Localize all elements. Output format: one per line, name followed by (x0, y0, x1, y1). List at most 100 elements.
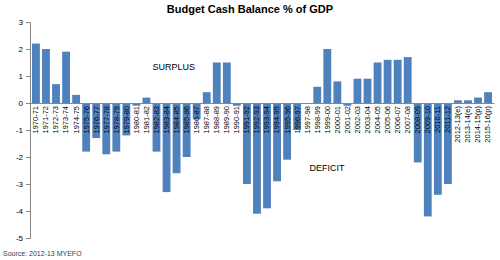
x-tick-label: 2014-15(p) (473, 106, 482, 143)
y-tick-label: -3 (16, 180, 24, 189)
y-tick-mark (26, 76, 30, 77)
x-tick: 2004-05 (373, 106, 382, 134)
x-tick: 2008-09 (413, 106, 422, 134)
x-tick-label: 1982-83 (152, 106, 161, 134)
bar (374, 63, 382, 104)
x-tick-label: 2006-07 (393, 106, 402, 134)
x-tick-label: 1995-96 (283, 106, 292, 134)
bar (273, 103, 281, 181)
x-tick-label: 1984-85 (172, 106, 181, 134)
bar (414, 103, 422, 162)
y-tick: -5 (16, 234, 30, 243)
bar (32, 44, 40, 103)
bars (32, 44, 492, 217)
x-tick-label: 2000-01 (333, 106, 342, 134)
x-axis-line (31, 103, 495, 104)
x-tick: 2013-14(e) (463, 106, 472, 143)
bar (243, 103, 251, 184)
x-tick: 1986-87 (192, 106, 201, 134)
bar (283, 103, 291, 160)
chart-title: Budget Cash Balance % of GDP (167, 3, 333, 15)
bar (102, 103, 110, 154)
x-tick-label: 1990-91 (232, 106, 241, 134)
bar (474, 98, 482, 103)
bar (384, 60, 392, 103)
x-tick-label: 1996-97 (293, 106, 302, 134)
x-tick: 1980-81 (132, 106, 141, 134)
x-tick-label: 1981-82 (142, 106, 151, 134)
x-tick-label: 1986-87 (192, 106, 201, 134)
y-tick: -1 (16, 126, 30, 135)
x-tick-label: 1974-75 (72, 106, 81, 134)
x-tick: 1995-96 (283, 106, 292, 134)
x-tick-label: 1977-78 (102, 106, 111, 134)
x-tick-label: 1998-99 (313, 106, 322, 134)
x-tick: 2000-01 (333, 106, 342, 134)
y-tick-label: -4 (16, 207, 24, 216)
x-tick: 1981-82 (142, 106, 151, 134)
bar (313, 87, 321, 103)
bar (82, 103, 90, 152)
chart-svg: Budget Cash Balance % of GDP-5-4-3-2-101… (0, 0, 500, 260)
y-tick: 3 (19, 18, 30, 27)
x-tick-label: 1988-89 (212, 106, 221, 134)
bar (434, 103, 442, 195)
x-tick-label: 2008-09 (413, 106, 422, 134)
x-tick-label: 1987-88 (202, 106, 211, 134)
bar (173, 103, 181, 173)
x-tick: 1989-90 (222, 106, 231, 134)
x-tick-label: 1976-77 (92, 106, 101, 134)
x-tick: 2010-11 (433, 106, 442, 133)
bar (223, 63, 231, 104)
y-tick-label: -1 (16, 126, 24, 135)
bar (42, 49, 50, 103)
x-tick-label: 1992-93 (252, 106, 261, 134)
y-tick-mark (26, 157, 30, 158)
bar (153, 103, 161, 152)
x-tick-label: 2001-02 (343, 106, 352, 134)
x-tick-label: 1970-71 (31, 106, 40, 134)
bar (112, 103, 120, 152)
x-tick: 1996-97 (293, 106, 302, 134)
bar (72, 95, 80, 103)
x-tick: 1988-89 (212, 106, 221, 134)
x-tick: 1998-99 (313, 106, 322, 134)
x-tick: 1982-83 (152, 106, 161, 134)
x-tick-label: 2005-06 (383, 106, 392, 134)
y-tick-label: 2 (19, 45, 24, 54)
bar (143, 98, 151, 103)
x-tick-label: 2007-08 (403, 106, 412, 134)
bar (394, 60, 402, 103)
x-axis: 1970-711971-721972-731973-741974-751975-… (31, 104, 495, 143)
x-tick: 1978-79 (112, 106, 121, 134)
x-tick: 2014-15(p) (473, 106, 482, 143)
x-tick-label: 2004-05 (373, 106, 382, 134)
x-tick-label: 1999-00 (323, 106, 332, 134)
x-tick-label: 2010-11 (433, 106, 442, 133)
x-tick-label: 1983-84 (162, 106, 171, 134)
bar (444, 103, 452, 184)
y-tick-mark (26, 130, 30, 131)
x-tick: 1985-86 (182, 106, 191, 134)
x-tick: 2011-12 (443, 106, 452, 133)
y-tick: -4 (16, 207, 30, 216)
x-tick: 2012-13(e) (453, 106, 462, 143)
annotation: SURPLUS (153, 62, 196, 72)
y-tick-label: -5 (16, 234, 24, 243)
y-tick-mark (26, 211, 30, 212)
y-tick: -2 (16, 153, 30, 162)
x-tick: 2005-06 (383, 106, 392, 134)
x-tick: 1990-91 (232, 106, 241, 134)
x-tick: 2001-02 (343, 106, 352, 134)
x-tick: 1993-94 (262, 106, 271, 134)
x-tick-label: 1985-86 (182, 106, 191, 134)
x-tick: 2015-16(p) (483, 106, 492, 143)
x-tick-label: 1989-90 (222, 106, 231, 134)
bar (213, 63, 221, 104)
x-tick-label: 1980-81 (132, 106, 141, 134)
y-tick-mark (26, 22, 30, 23)
x-tick: 2006-07 (393, 106, 402, 134)
x-tick: 1992-93 (252, 106, 261, 134)
x-tick: 1972-73 (51, 106, 60, 134)
bar (92, 103, 100, 138)
